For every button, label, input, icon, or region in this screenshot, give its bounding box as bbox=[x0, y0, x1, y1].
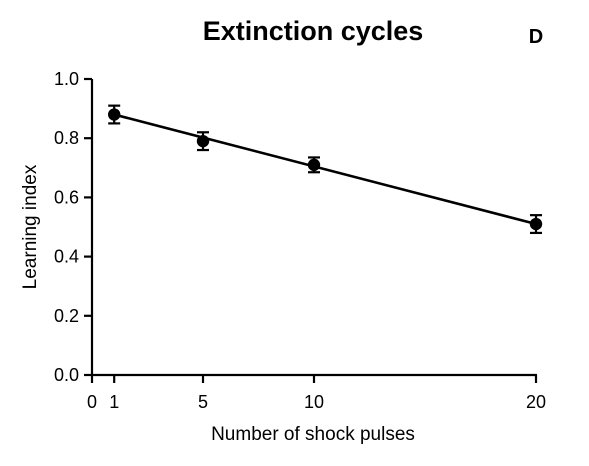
x-tick-label: 0 bbox=[87, 392, 97, 412]
data-point bbox=[529, 217, 543, 231]
y-tick-label: 1.0 bbox=[54, 69, 79, 89]
data-points-group bbox=[108, 104, 543, 235]
y-tick-label: 0.0 bbox=[54, 365, 79, 385]
x-axis-label: Number of shock pulses bbox=[211, 424, 415, 445]
y-tick-label: 0.2 bbox=[54, 306, 79, 326]
data-point bbox=[108, 108, 121, 121]
data-point bbox=[307, 158, 321, 172]
trend-line-group bbox=[113, 113, 537, 226]
panel-label: D bbox=[529, 26, 543, 48]
x-tick-label: 10 bbox=[304, 392, 324, 412]
x-tick-label: 1 bbox=[109, 392, 119, 412]
x-axis: 0 1 5 10 20 bbox=[87, 373, 546, 412]
y-tick-label: 0.6 bbox=[54, 187, 79, 207]
data-point bbox=[196, 134, 210, 148]
y-axis: 0.0 0.2 0.4 0.6 0.8 1.0 bbox=[54, 69, 94, 385]
x-tick-label: 5 bbox=[198, 392, 208, 412]
x-tick-label: 20 bbox=[526, 392, 546, 412]
y-axis-label: Learning index bbox=[20, 164, 41, 289]
y-tick-label: 0.4 bbox=[54, 247, 79, 267]
y-tick-label: 0.8 bbox=[54, 128, 79, 148]
trend-line bbox=[113, 113, 537, 226]
chart-title: Extinction cycles bbox=[203, 16, 424, 46]
